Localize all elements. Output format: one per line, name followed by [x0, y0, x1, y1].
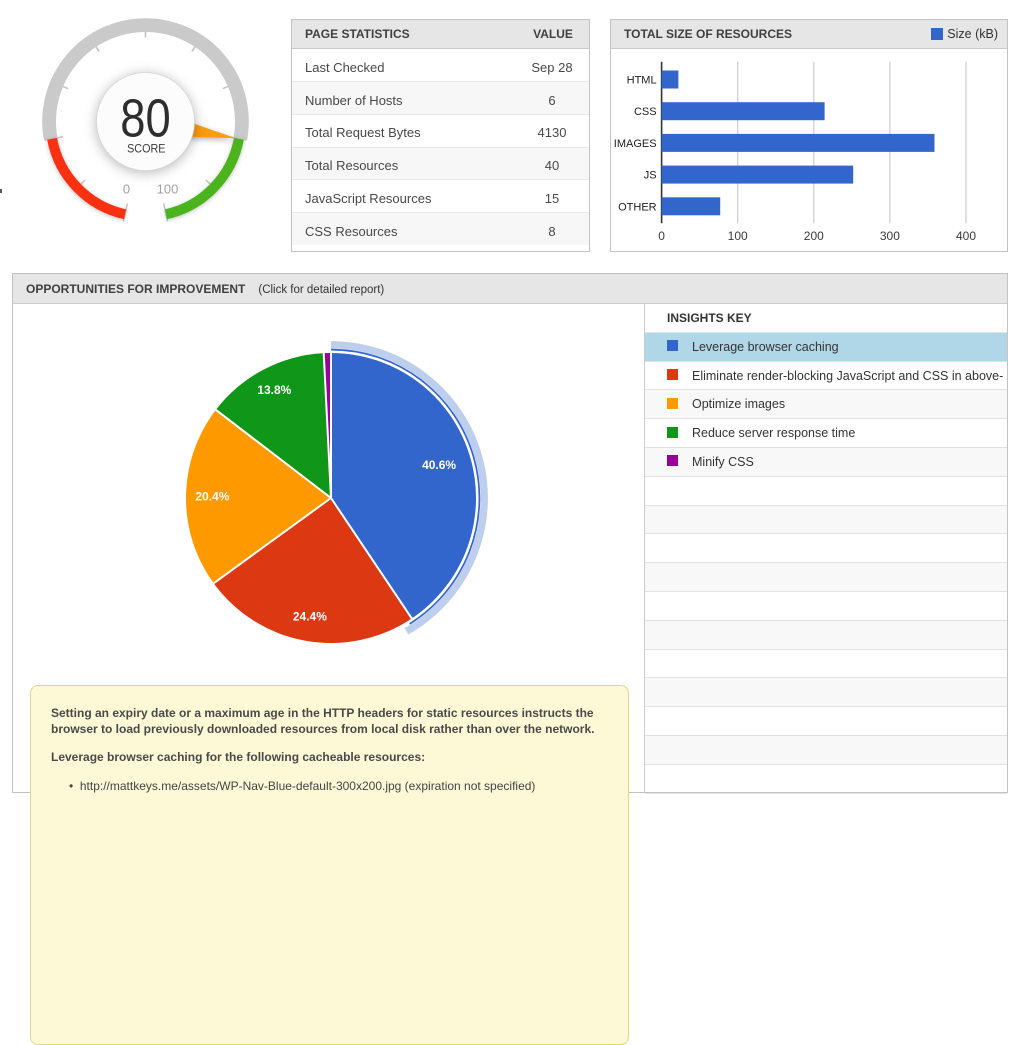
svg-text:CSS: CSS	[634, 106, 657, 118]
svg-text:OTHER: OTHER	[618, 201, 657, 213]
svg-text:80: 80	[120, 88, 170, 149]
svg-text:0: 0	[658, 229, 665, 243]
svg-text:40.6%: 40.6%	[422, 458, 456, 472]
svg-text:200: 200	[804, 229, 824, 243]
svg-text:JS: JS	[644, 170, 657, 182]
svg-text:400: 400	[956, 229, 976, 243]
svg-text:100: 100	[157, 182, 179, 197]
svg-text:20.4%: 20.4%	[195, 490, 229, 504]
svg-text:24.4%: 24.4%	[293, 610, 327, 624]
svg-text:IMAGES: IMAGES	[614, 138, 657, 150]
svg-text:13.8%: 13.8%	[257, 383, 291, 397]
svg-text:0: 0	[123, 182, 130, 197]
svg-text:SCORE: SCORE	[127, 143, 166, 156]
svg-text:100: 100	[728, 229, 748, 243]
svg-text:300: 300	[880, 229, 900, 243]
svg-text:HTML: HTML	[627, 75, 657, 87]
